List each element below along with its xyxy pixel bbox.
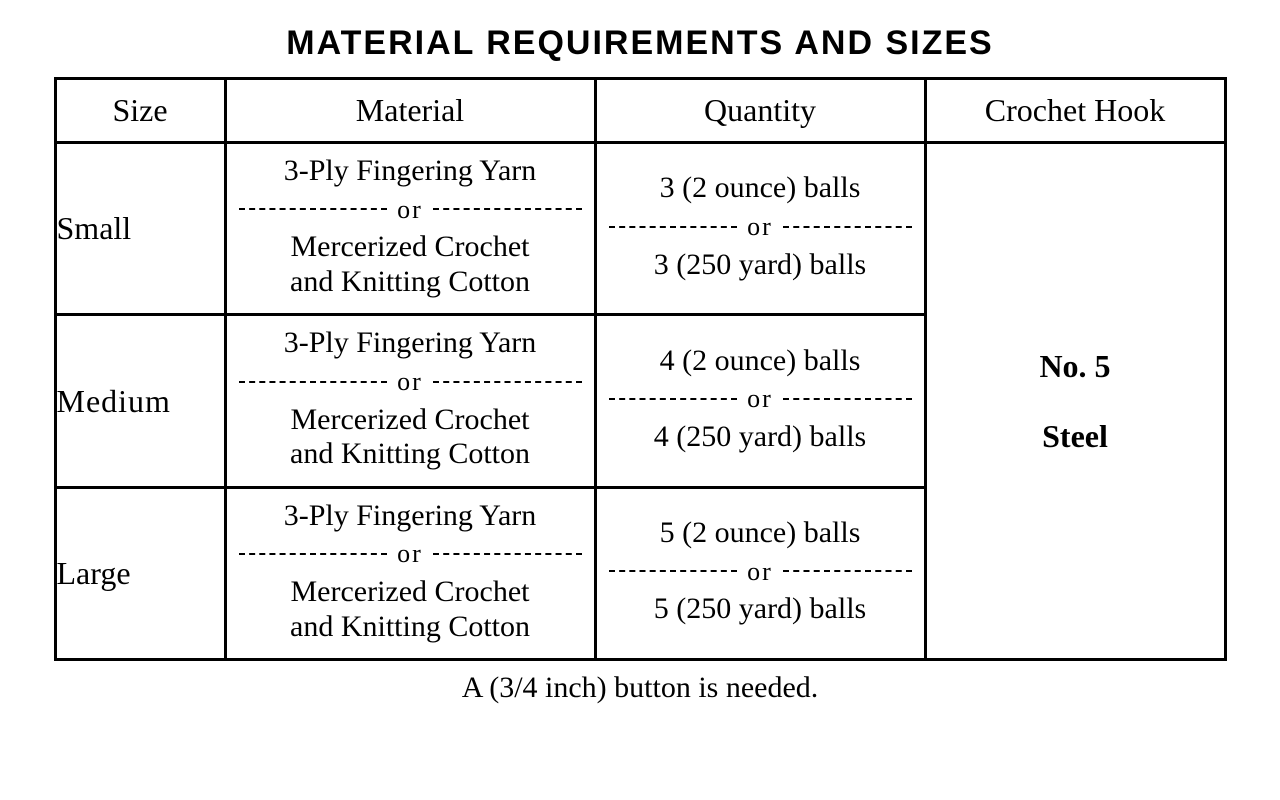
cell-size-large: Large [55,487,225,659]
dash-icon [433,381,582,383]
or-divider: or [239,539,582,569]
col-quantity: Quantity [595,79,925,143]
dash-icon [239,553,388,555]
or-label: or [387,195,433,225]
dash-icon [433,208,582,210]
or-divider: or [609,384,912,414]
footnote: A (3/4 inch) button is needed. [40,671,1240,705]
dash-icon [783,226,912,228]
quantity-top: 5 (2 ounce) balls [609,516,912,551]
quantity-bottom: 3 (250 yard) balls [609,248,912,283]
page: MATERIAL REQUIREMENTS AND SIZES Size Mat… [0,0,1280,705]
cell-material-small: 3-Ply Fingering Yarn or Mercerized Croch… [225,143,595,315]
dash-icon [433,553,582,555]
material-bot-line1: Mercerized Crochet [290,575,529,608]
cell-size-small: Small [55,143,225,315]
or-divider: or [609,557,912,587]
hook-line2: Steel [927,401,1224,471]
or-label: or [737,212,783,242]
material-top: 3-Ply Fingering Yarn [239,154,582,189]
or-label: or [387,539,433,569]
dash-icon [783,570,912,572]
cell-hook: No. 5 Steel [925,143,1225,660]
material-bot-line2: and Knitting Cotton [239,610,582,645]
dash-icon [783,398,912,400]
quantity-top: 4 (2 ounce) balls [609,344,912,379]
table-header-row: Size Material Quantity Crochet Hook [55,79,1225,143]
table-row: Small 3-Ply Fingering Yarn or Mercerized… [55,143,1225,315]
or-label: or [737,384,783,414]
material-bot-line1: Mercerized Crochet [290,230,529,263]
col-size: Size [55,79,225,143]
cell-quantity-large: 5 (2 ounce) balls or 5 (250 yard) balls [595,487,925,659]
material-bot-line2: and Knitting Cotton [239,437,582,472]
requirements-table: Size Material Quantity Crochet Hook Smal… [54,77,1227,661]
cell-size-medium: Medium [55,315,225,487]
material-bottom: Mercerized Crochet and Knitting Cotton [239,575,582,644]
quantity-bottom: 4 (250 yard) balls [609,420,912,455]
cell-quantity-small: 3 (2 ounce) balls or 3 (250 yard) balls [595,143,925,315]
dash-icon [239,208,388,210]
hook-line1: No. 5 [927,331,1224,401]
material-bot-line2: and Knitting Cotton [239,265,582,300]
material-bottom: Mercerized Crochet and Knitting Cotton [239,230,582,299]
cell-material-medium: 3-Ply Fingering Yarn or Mercerized Croch… [225,315,595,487]
material-bottom: Mercerized Crochet and Knitting Cotton [239,403,582,472]
or-divider: or [609,212,912,242]
material-top: 3-Ply Fingering Yarn [239,326,582,361]
page-title: MATERIAL REQUIREMENTS AND SIZES [40,24,1240,63]
or-divider: or [239,367,582,397]
or-label: or [737,557,783,587]
dash-icon [609,398,738,400]
cell-material-large: 3-Ply Fingering Yarn or Mercerized Croch… [225,487,595,659]
col-material: Material [225,79,595,143]
dash-icon [609,226,738,228]
col-hook: Crochet Hook [925,79,1225,143]
dash-icon [609,570,738,572]
or-label: or [387,367,433,397]
material-top: 3-Ply Fingering Yarn [239,499,582,534]
cell-quantity-medium: 4 (2 ounce) balls or 4 (250 yard) balls [595,315,925,487]
material-bot-line1: Mercerized Crochet [290,403,529,436]
or-divider: or [239,195,582,225]
quantity-top: 3 (2 ounce) balls [609,171,912,206]
dash-icon [239,381,388,383]
quantity-bottom: 5 (250 yard) balls [609,592,912,627]
